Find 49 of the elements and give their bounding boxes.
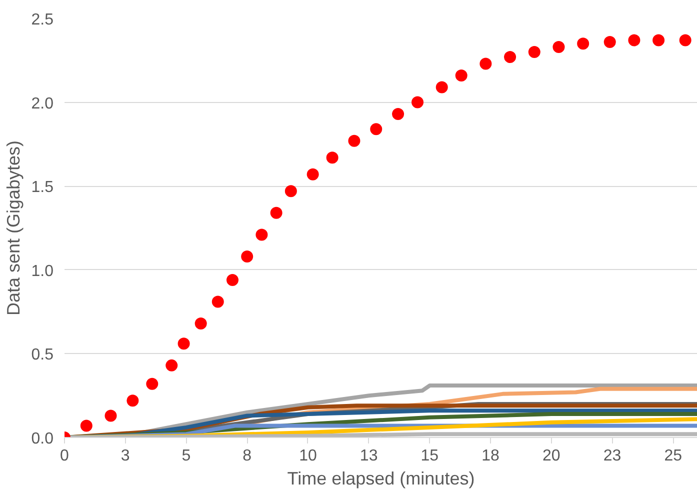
point: [212, 296, 224, 308]
x-tick-label: 25: [664, 448, 682, 464]
y-tick-label: 1.5: [31, 179, 54, 196]
y-tick-label: 0.5: [31, 346, 54, 364]
point: [504, 51, 516, 64]
point: [412, 96, 424, 108]
point: [348, 134, 360, 147]
y-tick-label: 2.5: [31, 12, 54, 28]
point: [455, 69, 468, 82]
point: [284, 185, 297, 198]
point: [652, 34, 665, 46]
x-tick-label: 5: [182, 448, 191, 464]
point: [126, 394, 139, 407]
x-tick-label: 10: [299, 448, 317, 464]
point: [146, 378, 158, 390]
point: [104, 410, 117, 422]
point: [392, 108, 404, 120]
point: [528, 46, 540, 58]
x-tick-label: 8: [242, 448, 252, 464]
point: [604, 36, 616, 48]
x-tick-label: 3: [120, 448, 130, 464]
point: [326, 152, 338, 164]
y-tick-label: 2.0: [31, 95, 54, 112]
point: [679, 34, 692, 46]
point: [226, 274, 238, 286]
x-tick-label: 20: [542, 448, 560, 464]
y-axis-title: Data sent (Gigabytes): [3, 140, 24, 316]
point: [166, 359, 178, 372]
point: [241, 250, 254, 262]
point: [178, 338, 190, 350]
point: [270, 206, 282, 219]
x-axis-title: Time elapsed (minutes): [287, 468, 475, 488]
x-tick-label: 18: [482, 448, 500, 464]
y-tick-label: 0.0: [31, 430, 54, 448]
x-tick-label: 23: [603, 448, 622, 464]
point: [628, 34, 640, 46]
y-tick-label: 1.0: [31, 262, 54, 280]
point: [256, 228, 268, 241]
point: [370, 123, 382, 136]
point: [577, 38, 590, 50]
x-tick-label: 0: [60, 448, 70, 464]
x-tick-label: 13: [360, 448, 378, 464]
x-tick-label: 15: [420, 448, 439, 464]
point: [80, 420, 92, 432]
point: [306, 168, 319, 180]
point: [552, 41, 565, 53]
point: [480, 58, 492, 70]
point: [436, 81, 448, 94]
point: [194, 318, 207, 330]
